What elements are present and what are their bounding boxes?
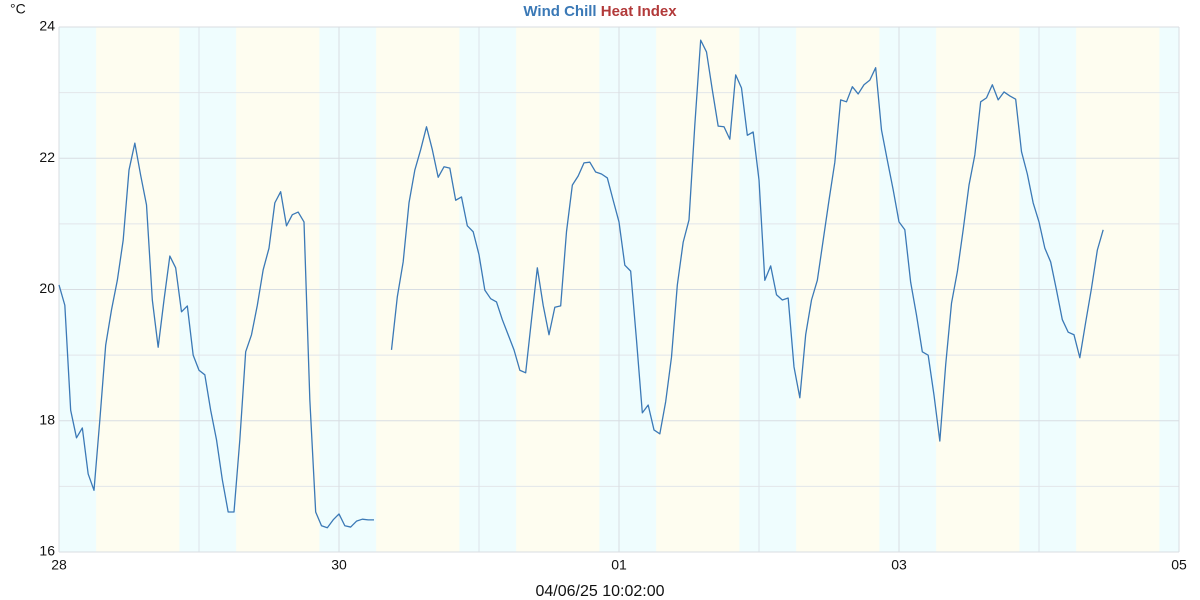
x-tick-label: 05 [1171, 557, 1187, 573]
x-tick-label: 30 [331, 557, 347, 573]
y-tick-label: 22 [39, 149, 55, 165]
legend-entry: Heat Index [601, 3, 678, 20]
x-tick-label: 01 [611, 557, 627, 573]
plot [58, 39, 1104, 529]
y-tick-label: 20 [39, 280, 55, 296]
legend: Wind Chill Heat Index [523, 3, 677, 20]
legend-entry: Wind Chill [523, 3, 596, 20]
series-line [58, 39, 1104, 529]
footer-timestamp: 04/06/25 10:02:00 [535, 583, 664, 600]
x-tick-label: 03 [891, 557, 907, 573]
x-tick-label: 28 [51, 557, 67, 573]
y-tick-label: 24 [39, 18, 55, 34]
y-tick-label: 16 [39, 543, 55, 559]
y-tick-label: 18 [39, 411, 55, 427]
y-axis-unit: °C [10, 1, 26, 17]
